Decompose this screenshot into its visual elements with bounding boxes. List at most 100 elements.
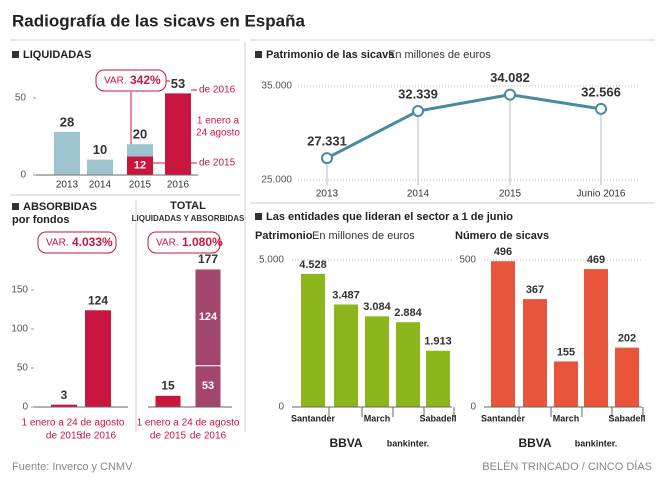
value-label: 27.331 (307, 134, 347, 149)
bar (301, 273, 325, 407)
value-label: 124 (88, 293, 108, 307)
bar (396, 322, 420, 407)
y-tick-label: 5.000 (259, 255, 284, 266)
bullet (255, 213, 262, 220)
value-label: 15 (161, 378, 175, 392)
bar (127, 156, 153, 175)
var-label: VAR. (104, 76, 127, 87)
point (412, 105, 424, 118)
var-box (95, 69, 167, 92)
bar (334, 304, 358, 407)
chart-subtitle: por fondos (12, 214, 69, 226)
var-box (37, 231, 117, 254)
x-tick-label: Sabadell (419, 413, 456, 423)
chart-subtitle: En millones de euros (312, 230, 415, 242)
x-tick-label: bankinter. (387, 438, 430, 448)
period-label: 1 enero a 24 de agosto (137, 418, 240, 429)
section-title: Las entidades que lideran el sector a 1 … (266, 211, 513, 223)
annotation: 1 enero a (197, 116, 240, 127)
bar (554, 361, 578, 407)
chart-title: LIQUIDADAS (23, 49, 91, 61)
chart-subtitle: LIQUIDADAS Y ABSORBIDAS (132, 214, 245, 223)
x-tick-label: 2014 (407, 189, 430, 200)
bar (165, 93, 191, 175)
y-tick-label: 50 (15, 93, 27, 104)
bar (54, 131, 80, 175)
chart-title: ABSORBIDAS (23, 201, 97, 213)
x-tick-label: 2013 (56, 180, 79, 191)
y-tick-label: 150 (11, 285, 28, 296)
var-label: VAR. (46, 238, 69, 249)
value-label: 12 (134, 159, 146, 171)
y-tick-label: 50 (17, 363, 29, 374)
bullet (255, 51, 262, 58)
bar (51, 404, 77, 407)
bar (615, 347, 639, 407)
value-label: 155 (557, 346, 575, 358)
bar (87, 159, 113, 175)
value-label: 53 (202, 380, 214, 392)
y-tick-label: 0 (20, 170, 26, 181)
value-label: 4.528 (299, 259, 327, 271)
bullet (12, 203, 19, 210)
x-tick-label: Sabadell (608, 413, 645, 423)
bar (426, 350, 450, 407)
y-tick-label: 0 (470, 402, 476, 413)
x-tick-label: BBVA (518, 436, 551, 450)
line (326, 93, 602, 160)
x-tick-label: de 2015 (150, 431, 187, 442)
period-label: 1 enero a 24 de agosto (22, 418, 125, 429)
point (321, 152, 333, 165)
y-tick-label: 0 (22, 402, 28, 413)
value-label: 3.084 (363, 301, 391, 313)
point (595, 102, 607, 115)
annotation: 24 agosto (196, 128, 240, 139)
chart-title: Patrimonio (255, 230, 313, 242)
x-tick-label: bankinter. (575, 438, 618, 448)
bullet (12, 51, 19, 58)
x-tick-label: March (364, 413, 391, 423)
value-label: 2.884 (394, 307, 422, 319)
bar (85, 310, 111, 407)
value-label: 32.566 (581, 84, 621, 99)
bar (523, 299, 547, 407)
bar (365, 316, 389, 407)
value-label: 20 (133, 127, 147, 142)
x-tick-label: 2015 (499, 189, 522, 200)
chart-title: Número de sicavs (455, 230, 549, 242)
y-tick-label: 100 (11, 324, 28, 335)
x-tick-label: 2014 (89, 180, 112, 191)
chart-subtitle: En millones de euros (388, 49, 491, 61)
var-value: 1.080% (182, 235, 223, 249)
value-label: 124 (199, 311, 218, 323)
bar (154, 394, 182, 408)
var-label: VAR. (156, 238, 179, 249)
value-label: 1.913 (424, 336, 452, 348)
bar (194, 365, 222, 408)
point (504, 88, 516, 101)
y-tick-label: 25.000 (261, 175, 292, 186)
y-tick-label: 0 (278, 402, 284, 413)
var-value: 4.033% (72, 235, 113, 249)
x-tick-label: Santander (481, 413, 526, 423)
chart-title: TOTAL (170, 200, 206, 212)
value-label: 202 (618, 333, 636, 345)
x-tick-label: de 2016 (190, 431, 227, 442)
main-title: Radiografía de las sicavs en España (12, 11, 305, 30)
x-tick-label: de 2015 (46, 431, 83, 442)
x-tick-label: de 2016 (80, 431, 117, 442)
total-label: 177 (198, 252, 218, 266)
x-tick-label: March (553, 413, 580, 423)
x-tick-label: 2016 (167, 180, 190, 191)
value-label: 53 (171, 76, 185, 91)
annotation: de 2015 (199, 158, 236, 169)
value-label: 3.487 (332, 289, 360, 301)
value-label: 496 (494, 246, 512, 258)
value-label: 3 (61, 388, 68, 402)
chart-title: Patrimonio de las sicavs (266, 49, 394, 61)
bar (194, 268, 222, 367)
annotation: de 2016 (199, 85, 236, 96)
var-box (147, 231, 221, 254)
x-tick-label: Santander (291, 413, 336, 423)
